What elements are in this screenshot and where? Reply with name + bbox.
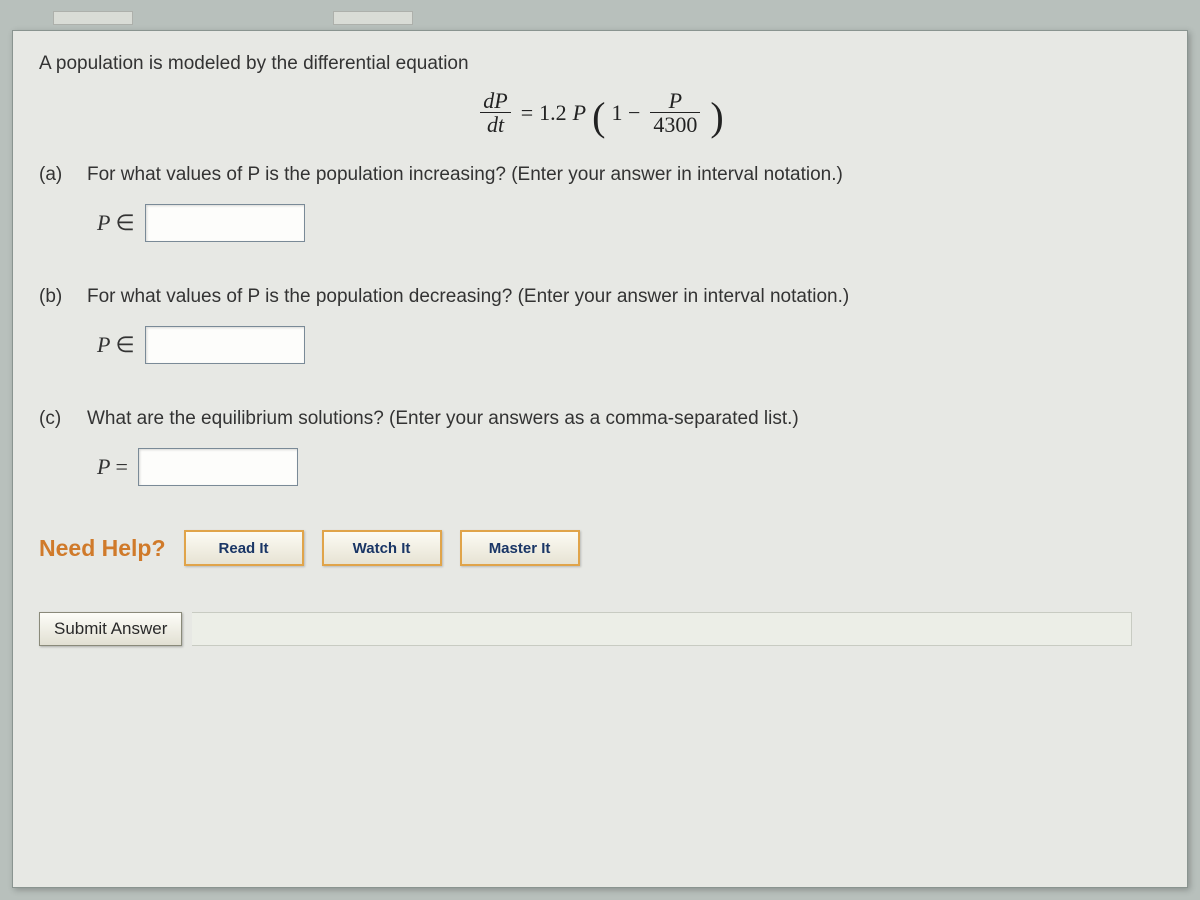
need-help-label: Need Help? [39, 535, 166, 562]
part-b: (b) For what values of P is the populati… [39, 286, 1161, 308]
part-b-label: P ∈ [97, 332, 135, 358]
part-c-label: P = [97, 454, 128, 480]
differential-equation: dP dt = 1.2P ( 1 − P 4300 ) [39, 89, 1161, 136]
question-panel: A population is modeled by the different… [12, 30, 1188, 888]
submit-row: Submit Answer [39, 612, 1161, 646]
part-c-input[interactable] [138, 448, 298, 486]
eq-rhs-denominator: 4300 [650, 113, 700, 136]
intro-text: A population is modeled by the different… [39, 53, 1161, 75]
eq-var-p: P [573, 100, 586, 126]
part-b-text: For what values of P is the population d… [87, 286, 1161, 308]
eq-coef: 1.2 [539, 100, 567, 126]
submit-answer-button[interactable]: Submit Answer [39, 612, 182, 646]
part-b-answer: P ∈ [97, 326, 1161, 364]
part-a-input[interactable] [145, 204, 305, 242]
eq-lhs-numerator: dP [480, 89, 510, 112]
submit-gutter [192, 612, 1132, 646]
question-content: A population is modeled by the different… [13, 31, 1187, 668]
watch-it-button[interactable]: Watch It [322, 530, 442, 566]
read-it-button[interactable]: Read It [184, 530, 304, 566]
part-c-tag: (c) [39, 408, 73, 430]
part-c-text: What are the equilibrium solutions? (Ent… [87, 408, 1161, 430]
part-b-tag: (b) [39, 286, 73, 308]
part-a: (a) For what values of P is the populati… [39, 164, 1161, 186]
eq-right-paren: ) [710, 97, 723, 137]
eq-lhs-denominator: dt [484, 113, 507, 136]
eq-one-minus: 1 − [611, 100, 640, 126]
part-c-answer: P = [97, 448, 1161, 486]
part-a-text: For what values of P is the population i… [87, 164, 1161, 186]
part-a-tag: (a) [39, 164, 73, 186]
eq-left-paren: ( [592, 97, 605, 137]
master-it-button[interactable]: Master It [460, 530, 580, 566]
part-a-answer: P ∈ [97, 204, 1161, 242]
part-a-label: P ∈ [97, 210, 135, 236]
eq-rhs-numerator: P [666, 89, 685, 112]
part-b-input[interactable] [145, 326, 305, 364]
eq-equals: = [521, 100, 533, 126]
toolbar-fragments [13, 11, 1187, 29]
part-c: (c) What are the equilibrium solutions? … [39, 408, 1161, 430]
need-help-row: Need Help? Read It Watch It Master It [39, 530, 1161, 566]
